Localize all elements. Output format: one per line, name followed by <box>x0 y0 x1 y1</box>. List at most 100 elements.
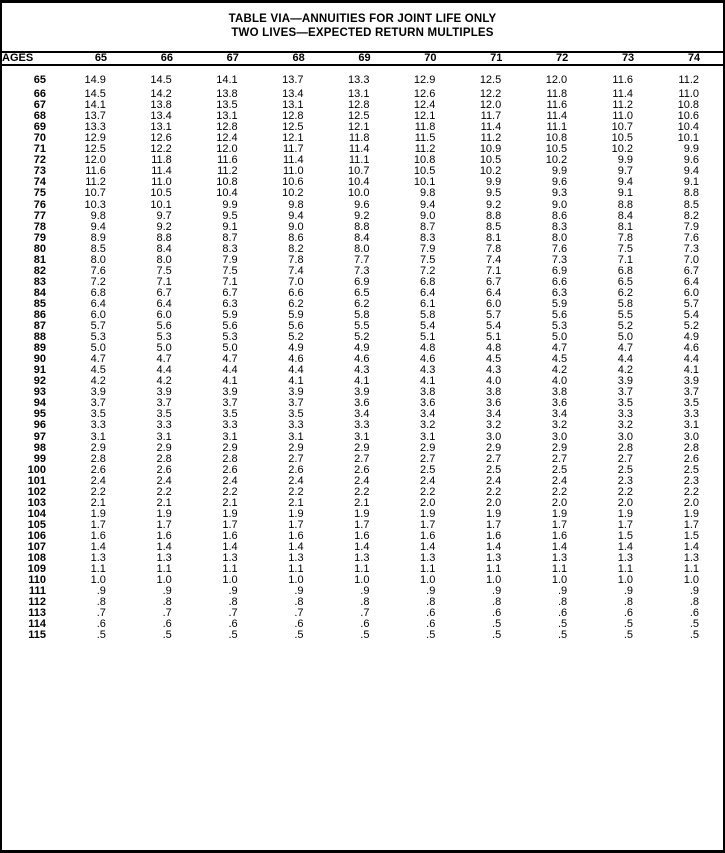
table-row: 78 9.4 9.2 9.1 9.0 8.8 8.7 8.5 8.3 8.1 7.9 <box>2 220 725 233</box>
table-title: TABLE VIA—ANNUITIES FOR JOINT LIFE ONLY … <box>2 0 723 40</box>
multiple-cell: 2.9 <box>90 441 106 454</box>
row-age-label: 91 <box>33 364 46 377</box>
multiple-cell: 6.8 <box>90 286 106 299</box>
row-age-label: 103 <box>27 496 46 509</box>
table-row: 68 13.7 13.4 13.1 12.8 12.5 12.1 11.7 11.4 11.0 10… <box>2 111 725 122</box>
multiple-cell: 5.5 <box>617 308 634 321</box>
multiple-cell: .9 <box>689 585 699 598</box>
multiple-cell: 10.8 <box>545 132 568 145</box>
multiple-cell: 4.3 <box>420 364 436 377</box>
multiple-cell: 1.0 <box>617 574 634 587</box>
multiple-cell: 7.9 <box>683 220 699 233</box>
multiple-cell: 9.9 <box>222 198 238 211</box>
multiple-cell: 10.5 <box>479 154 502 167</box>
multiple-cell: 10.1 <box>413 176 436 189</box>
multiple-cell: 8.8 <box>617 198 634 211</box>
multiple-cell: 4.1 <box>683 364 699 377</box>
multiple-cell: 12.6 <box>413 88 436 101</box>
multiple-cell: 3.7 <box>683 386 699 399</box>
table-row: 91 4.5 4.4 4.4 4.4 4.3 4.3 4.3 4.2 4.2 4.1 <box>2 365 725 376</box>
multiple-cell: 7.3 <box>683 242 699 255</box>
multiple-cell: 12.2 <box>150 143 172 156</box>
table-row: 81 8.0 8.0 7.9 7.8 7.7 7.5 7.4 7.3 7.1 7.0 <box>2 253 725 266</box>
multiple-cell: 11.4 <box>480 121 502 134</box>
header-top-rule <box>2 51 723 53</box>
multiple-cell: 9.1 <box>222 220 238 233</box>
multiple-cell: 11.2 <box>217 165 238 178</box>
multiple-cell: 5.9 <box>222 308 238 321</box>
multiple-cell: 3.9 <box>354 386 370 399</box>
row-age-label: 79 <box>33 231 46 244</box>
multiple-cell: 12.1 <box>413 110 436 123</box>
multiple-cell: 10.6 <box>282 176 304 189</box>
multiple-cell: 1.0 <box>90 574 106 587</box>
multiple-cell: 3.6 <box>485 397 502 410</box>
table-row: 109 1.1 1.1 1.1 1.1 1.1 1.1 1.1 1.1 1.1 1.1 <box>2 564 725 575</box>
multiple-cell: 5.0 <box>156 342 172 355</box>
column-header-age-65: 65 <box>94 52 108 64</box>
multiple-cell: 2.4 <box>551 474 568 487</box>
multiple-cell: 3.3 <box>222 419 238 432</box>
multiple-cell: 8.5 <box>485 220 502 233</box>
multiple-cell: 6.4 <box>485 286 502 299</box>
table-row: 105 1.7 1.7 1.7 1.7 1.7 1.7 1.7 1.7 1.7 1.7 <box>2 518 725 531</box>
multiple-cell: 5.3 <box>90 331 106 344</box>
multiple-cell: 2.9 <box>288 441 304 454</box>
multiple-cell: 1.4 <box>222 540 238 553</box>
table-row: 115 .5 .5 .5 .5 .5 .5 .5 .5 .5 .5 <box>2 630 725 641</box>
multiple-cell: 3.0 <box>551 430 568 443</box>
multiple-cell: .9 <box>228 585 238 598</box>
table-row: 72 12.0 11.8 11.6 11.4 11.1 10.8 10.5 10.2 9.9 9.6 <box>2 155 725 166</box>
multiple-cell: .9 <box>492 585 502 598</box>
table-row: 90 4.7 4.7 4.7 4.6 4.6 4.6 4.5 4.5 4.4 4.4 <box>2 354 725 365</box>
multiple-cell: 4.4 <box>288 364 304 377</box>
multiple-cell: 3.5 <box>288 408 304 421</box>
multiple-cell: 10.8 <box>413 154 436 167</box>
table-row: 75 10.7 10.5 10.4 10.2 10.0 9.8 9.5 9.3 9.1 8.8 <box>2 188 725 199</box>
multiple-cell: 1.4 <box>617 540 634 553</box>
multiple-cell: 5.2 <box>354 331 370 344</box>
multiple-cell: 11.2 <box>678 74 699 87</box>
multiple-cell: 3.0 <box>683 430 699 443</box>
multiple-cell: 10.2 <box>479 165 502 178</box>
multiple-cell: 7.2 <box>90 275 106 288</box>
multiple-cell: 8.7 <box>420 220 436 233</box>
multiple-cell: 1.3 <box>551 552 568 565</box>
table-row: 80 8.5 8.4 8.3 8.2 8.0 7.9 7.8 7.6 7.5 7.3 <box>2 242 725 255</box>
column-header-age-68: 68 <box>292 52 305 64</box>
multiple-cell: 5.0 <box>551 331 568 344</box>
table-row: 73 11.6 11.4 11.2 11.0 10.7 10.5 10.2 9.9 9.7 9.4 <box>2 166 725 177</box>
row-age-label: 89 <box>33 342 46 355</box>
multiple-cell: 9.7 <box>617 165 634 178</box>
multiple-cell: 3.7 <box>222 397 238 410</box>
multiple-cell: 10.2 <box>282 187 304 200</box>
multiple-cell: 2.6 <box>222 463 238 476</box>
multiple-cell: 7.9 <box>420 242 436 255</box>
multiple-cell: .8 <box>492 596 502 609</box>
multiple-cell: 5.1 <box>420 331 436 344</box>
multiple-cell: 8.9 <box>90 231 106 244</box>
multiple-cell: 7.3 <box>551 253 568 266</box>
multiple-cell: 11.7 <box>480 110 502 123</box>
table-row: 76 10.3 10.1 9.9 9.8 9.6 9.4 9.2 9.0 8.8 8.5 <box>2 198 725 211</box>
multiple-cell: 3.3 <box>683 408 699 421</box>
multiple-cell: 1.9 <box>354 507 370 520</box>
multiple-cell: 14.9 <box>84 74 106 87</box>
multiple-cell: .5 <box>492 618 502 631</box>
multiple-cell: 1.3 <box>288 552 304 565</box>
multiple-cell: 1.7 <box>551 518 568 531</box>
multiple-cell: .6 <box>426 607 436 620</box>
multiple-cell: 8.5 <box>90 242 106 255</box>
multiple-cell: 12.5 <box>282 121 304 134</box>
multiple-cell: 11.6 <box>612 74 634 87</box>
table-row: 93 3.9 3.9 3.9 3.9 3.9 3.8 3.8 3.8 3.7 3.7 <box>2 387 725 398</box>
multiple-cell: 12.5 <box>84 143 106 156</box>
multiple-cell: 3.3 <box>156 419 172 432</box>
row-age-label: 109 <box>27 563 46 576</box>
multiple-cell: 10.2 <box>611 143 634 156</box>
multiple-cell: 4.7 <box>156 353 172 366</box>
table-row: 67 14.1 13.8 13.5 13.1 12.8 12.4 12.0 11.6 11.2 10… <box>2 100 725 111</box>
row-age-label: 112 <box>28 596 46 609</box>
multiple-cell: 12.9 <box>84 132 106 145</box>
multiple-cell: 4.8 <box>420 342 436 355</box>
